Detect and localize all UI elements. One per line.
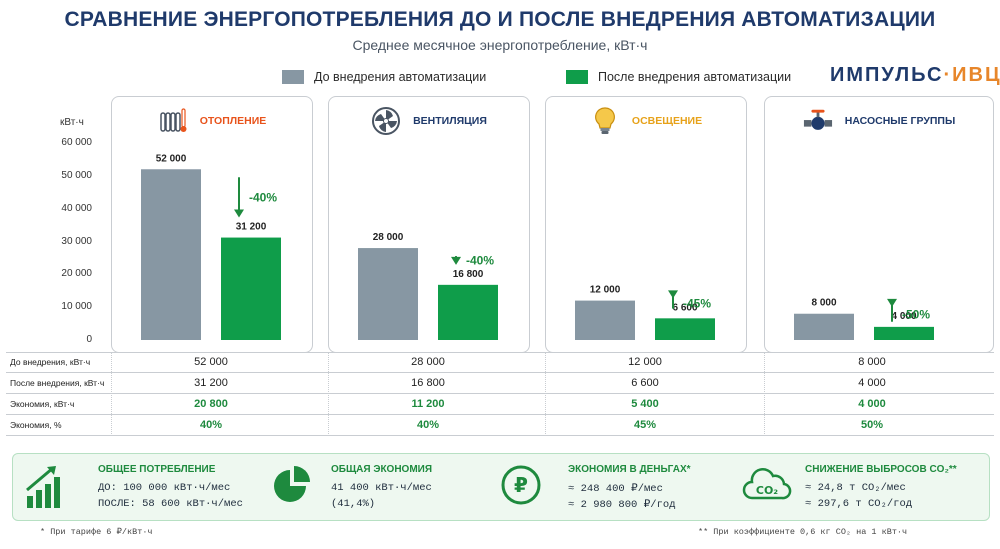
summary-total-line1: ДО: 100 000 кВт·ч/мес <box>98 482 230 494</box>
bar-chart: 52 000 31 200 -40% 28 000 16 800 -40% 12 000 6 … <box>0 0 1000 360</box>
footnote-co2-coefficient: ** При коэффициенте 0,6 кг CO₂ на 1 кВт·… <box>698 527 907 537</box>
summary-money-title: ЭКОНОМИЯ В ДЕНЬГАХ* <box>568 464 691 475</box>
summary-total-line2: ПОСЛЕ: 58 600 кВт·ч/мес <box>98 498 243 510</box>
reduction-arrow-head <box>887 299 897 307</box>
bar-value-label-before: 28 000 <box>373 232 404 243</box>
table-cell: 50% <box>812 419 932 431</box>
summary-co2: CO₂ СНИЖЕНИЕ ВЫБРОСОВ CO₂** ≈ 24,8 т CO₂… <box>738 454 988 520</box>
reduction-percent-label: -50% <box>902 307 930 321</box>
bar-after <box>874 327 934 340</box>
table-row-label: Экономия, % <box>10 420 62 430</box>
pie-chart-icon <box>272 464 312 509</box>
growth-bars-icon <box>25 464 69 515</box>
summary-money-line1: ≈ 248 400 ₽/мес <box>568 482 663 495</box>
co2-cloud-icon: CO₂ <box>742 466 792 509</box>
table-cell: 6 600 <box>585 377 705 389</box>
table-row-label: После внедрения, кВт·ч <box>10 378 104 388</box>
table-cell: 45% <box>585 419 705 431</box>
svg-text:CO₂: CO₂ <box>756 484 778 497</box>
summary-savings-line1: 41 400 кВт·ч/мес <box>331 482 432 494</box>
summary-savings: ОБЩАЯ ЭКОНОМИЯ 41 400 кВт·ч/мес (41,4%) <box>268 454 498 520</box>
table-row: Экономия, кВт·ч 20 800 11 200 5 400 4 000 <box>6 394 994 415</box>
table-cell: 8 000 <box>812 356 932 368</box>
bar-after <box>438 285 498 340</box>
table-cell: 28 000 <box>368 356 488 368</box>
summary-total: ОБЩЕЕ ПОТРЕБЛЕНИЕ ДО: 100 000 кВт·ч/мес … <box>13 454 253 520</box>
reduction-arrow-head <box>451 257 461 265</box>
bar-before <box>575 301 635 340</box>
table-row-label: Экономия, кВт·ч <box>10 399 74 409</box>
summary-savings-title: ОБЩАЯ ЭКОНОМИЯ <box>331 464 432 475</box>
table-row: До внедрения, кВт·ч 52 000 28 000 12 000 8 0… <box>6 352 994 373</box>
reduction-percent-label: -40% <box>249 190 277 204</box>
reduction-percent-label: -45% <box>683 296 711 310</box>
bar-value-label-before: 52 000 <box>156 153 187 164</box>
summary-panel: ОБЩЕЕ ПОТРЕБЛЕНИЕ ДО: 100 000 кВт·ч/мес … <box>12 453 990 521</box>
footnote-tariff: * При тарифе 6 ₽/кВт·ч <box>40 527 153 537</box>
summary-co2-title: СНИЖЕНИЕ ВЫБРОСОВ CO₂** <box>805 464 957 475</box>
table-cell: 4 000 <box>812 377 932 389</box>
summary-co2-line1: ≈ 24,8 т CO₂/мес <box>805 482 906 494</box>
table-cell: 11 200 <box>368 398 488 410</box>
bar-value-label-after: 31 200 <box>236 222 267 233</box>
summary-co2-line2: ≈ 297,6 т CO₂/год <box>805 498 912 510</box>
table-cell: 12 000 <box>585 356 705 368</box>
bar-before <box>358 248 418 340</box>
table-cell: 40% <box>368 419 488 431</box>
reduction-percent-label: -40% <box>466 253 494 267</box>
svg-text:₽: ₽ <box>514 473 528 497</box>
summary-savings-line2: (41,4%) <box>331 498 375 510</box>
bar-after <box>221 238 281 340</box>
ruble-coin-icon: ₽ <box>500 464 542 511</box>
bar-before <box>794 314 854 340</box>
summary-money-line2: ≈ 2 980 800 ₽/год <box>568 498 676 511</box>
reduction-arrow-head <box>668 290 678 298</box>
bar-after <box>655 318 715 340</box>
reduction-arrow-head <box>234 210 244 218</box>
table-cell: 5 400 <box>585 398 705 410</box>
table-cell: 31 200 <box>151 377 271 389</box>
table-cell: 16 800 <box>368 377 488 389</box>
summary-money: ₽ ЭКОНОМИЯ В ДЕНЬГАХ* ≈ 248 400 ₽/мес ≈ … <box>498 454 738 520</box>
table-cell: 20 800 <box>151 398 271 410</box>
table-row: После внедрения, кВт·ч 31 200 16 800 6 600 4… <box>6 373 994 394</box>
bar-value-label-before: 8 000 <box>811 298 836 309</box>
table-cell: 40% <box>151 419 271 431</box>
table-cell: 4 000 <box>812 398 932 410</box>
table-row: Экономия, % 40% 40% 45% 50% <box>6 415 994 436</box>
bar-value-label-before: 12 000 <box>590 285 621 296</box>
bar-before <box>141 169 201 340</box>
table-row-label: До внедрения, кВт·ч <box>10 357 90 367</box>
table-cell: 52 000 <box>151 356 271 368</box>
bar-value-label-after: 16 800 <box>453 269 484 280</box>
summary-total-title: ОБЩЕЕ ПОТРЕБЛЕНИЕ <box>98 464 215 475</box>
